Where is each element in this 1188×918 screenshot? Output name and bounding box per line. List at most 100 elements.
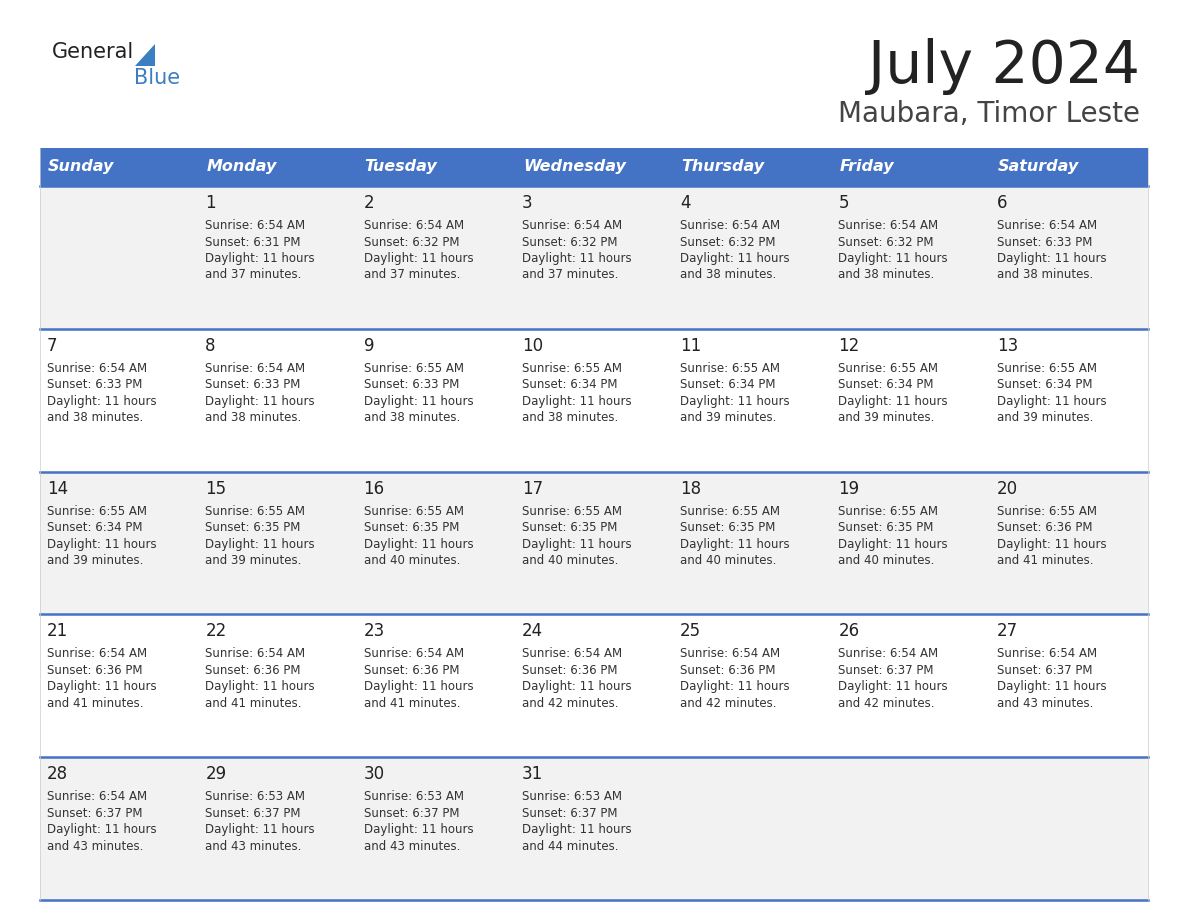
Text: Daylight: 11 hours: Daylight: 11 hours [206, 680, 315, 693]
Text: and 37 minutes.: and 37 minutes. [364, 268, 460, 282]
Bar [514, 329, 674, 472]
Bar [198, 757, 356, 900]
Text: Daylight: 11 hours: Daylight: 11 hours [839, 538, 948, 551]
Bar [356, 186, 514, 329]
Text: Tuesday: Tuesday [365, 160, 437, 174]
Text: and 38 minutes.: and 38 minutes. [997, 268, 1093, 282]
Text: Sunrise: 6:55 AM: Sunrise: 6:55 AM [364, 362, 463, 375]
Text: and 40 minutes.: and 40 minutes. [839, 554, 935, 567]
Text: Sunrise: 6:54 AM: Sunrise: 6:54 AM [997, 647, 1097, 660]
Text: Sunset: 6:35 PM: Sunset: 6:35 PM [681, 521, 776, 534]
Bar [832, 757, 990, 900]
Text: Daylight: 11 hours: Daylight: 11 hours [522, 823, 632, 836]
Text: Sunrise: 6:54 AM: Sunrise: 6:54 AM [522, 647, 623, 660]
Text: and 42 minutes.: and 42 minutes. [522, 697, 619, 710]
Text: Daylight: 11 hours: Daylight: 11 hours [997, 252, 1106, 265]
Text: Daylight: 11 hours: Daylight: 11 hours [522, 538, 632, 551]
Text: Sunset: 6:37 PM: Sunset: 6:37 PM [206, 807, 301, 820]
Text: Daylight: 11 hours: Daylight: 11 hours [48, 395, 157, 408]
Text: Sunrise: 6:54 AM: Sunrise: 6:54 AM [681, 219, 781, 232]
Text: Sunrise: 6:54 AM: Sunrise: 6:54 AM [48, 647, 147, 660]
Text: Daylight: 11 hours: Daylight: 11 hours [364, 252, 473, 265]
Text: and 43 minutes.: and 43 minutes. [48, 840, 144, 853]
Text: Sunset: 6:34 PM: Sunset: 6:34 PM [997, 378, 1092, 391]
Text: 30: 30 [364, 766, 385, 783]
Bar [198, 614, 356, 757]
Text: and 41 minutes.: and 41 minutes. [48, 697, 144, 710]
Text: 12: 12 [839, 337, 860, 354]
Text: Monday: Monday [207, 160, 277, 174]
Text: Daylight: 11 hours: Daylight: 11 hours [997, 395, 1106, 408]
Bar [990, 472, 1148, 614]
Text: Daylight: 11 hours: Daylight: 11 hours [206, 252, 315, 265]
Text: Sunset: 6:35 PM: Sunset: 6:35 PM [522, 521, 618, 534]
Text: and 39 minutes.: and 39 minutes. [997, 411, 1093, 424]
Bar [198, 186, 356, 329]
Bar [990, 148, 1148, 186]
Text: 17: 17 [522, 479, 543, 498]
Text: and 40 minutes.: and 40 minutes. [522, 554, 618, 567]
Bar [356, 472, 514, 614]
Text: Daylight: 11 hours: Daylight: 11 hours [839, 680, 948, 693]
Bar [832, 186, 990, 329]
Text: Daylight: 11 hours: Daylight: 11 hours [364, 680, 473, 693]
Text: Sunrise: 6:55 AM: Sunrise: 6:55 AM [839, 362, 939, 375]
Text: 1: 1 [206, 194, 216, 212]
Text: July 2024: July 2024 [868, 38, 1140, 95]
Text: Sunrise: 6:54 AM: Sunrise: 6:54 AM [48, 790, 147, 803]
Text: Daylight: 11 hours: Daylight: 11 hours [364, 395, 473, 408]
Text: Sunrise: 6:54 AM: Sunrise: 6:54 AM [206, 219, 305, 232]
Text: Daylight: 11 hours: Daylight: 11 hours [206, 395, 315, 408]
Text: 2: 2 [364, 194, 374, 212]
Bar [674, 614, 832, 757]
Text: Daylight: 11 hours: Daylight: 11 hours [997, 680, 1106, 693]
Text: Sunset: 6:35 PM: Sunset: 6:35 PM [206, 521, 301, 534]
Text: Sunrise: 6:54 AM: Sunrise: 6:54 AM [997, 219, 1097, 232]
Bar [990, 329, 1148, 472]
Text: Sunset: 6:32 PM: Sunset: 6:32 PM [839, 236, 934, 249]
Bar [674, 186, 832, 329]
Text: Sunrise: 6:55 AM: Sunrise: 6:55 AM [522, 362, 621, 375]
Text: and 43 minutes.: and 43 minutes. [364, 840, 460, 853]
Text: and 38 minutes.: and 38 minutes. [681, 268, 777, 282]
Text: Wednesday: Wednesday [523, 160, 626, 174]
Text: Daylight: 11 hours: Daylight: 11 hours [839, 252, 948, 265]
Text: Saturday: Saturday [998, 160, 1079, 174]
Text: and 39 minutes.: and 39 minutes. [839, 411, 935, 424]
Bar [832, 148, 990, 186]
Text: 24: 24 [522, 622, 543, 641]
Text: Sunrise: 6:54 AM: Sunrise: 6:54 AM [206, 647, 305, 660]
Text: Sunrise: 6:53 AM: Sunrise: 6:53 AM [364, 790, 463, 803]
Text: Sunset: 6:35 PM: Sunset: 6:35 PM [364, 521, 459, 534]
Polygon shape [135, 44, 154, 66]
Text: 27: 27 [997, 622, 1018, 641]
Text: Sunset: 6:32 PM: Sunset: 6:32 PM [681, 236, 776, 249]
Text: Sunrise: 6:55 AM: Sunrise: 6:55 AM [997, 362, 1097, 375]
Text: 8: 8 [206, 337, 216, 354]
Text: Maubara, Timor Leste: Maubara, Timor Leste [838, 100, 1140, 128]
Text: Sunset: 6:36 PM: Sunset: 6:36 PM [522, 664, 618, 677]
Text: Sunrise: 6:53 AM: Sunrise: 6:53 AM [522, 790, 621, 803]
Text: Sunrise: 6:55 AM: Sunrise: 6:55 AM [364, 505, 463, 518]
Text: Daylight: 11 hours: Daylight: 11 hours [364, 538, 473, 551]
Text: 16: 16 [364, 479, 385, 498]
Text: 9: 9 [364, 337, 374, 354]
Text: Sunrise: 6:55 AM: Sunrise: 6:55 AM [206, 505, 305, 518]
Bar [356, 757, 514, 900]
Text: and 41 minutes.: and 41 minutes. [997, 554, 1093, 567]
Bar [40, 148, 198, 186]
Text: Sunrise: 6:54 AM: Sunrise: 6:54 AM [48, 362, 147, 375]
Text: Thursday: Thursday [681, 160, 764, 174]
Text: Sunset: 6:34 PM: Sunset: 6:34 PM [839, 378, 934, 391]
Text: and 37 minutes.: and 37 minutes. [206, 268, 302, 282]
Text: 11: 11 [681, 337, 701, 354]
Text: Daylight: 11 hours: Daylight: 11 hours [206, 823, 315, 836]
Bar [514, 186, 674, 329]
Text: and 42 minutes.: and 42 minutes. [681, 697, 777, 710]
Text: Daylight: 11 hours: Daylight: 11 hours [48, 538, 157, 551]
Text: Daylight: 11 hours: Daylight: 11 hours [997, 538, 1106, 551]
Bar [198, 329, 356, 472]
Text: and 39 minutes.: and 39 minutes. [48, 554, 144, 567]
Text: Sunset: 6:34 PM: Sunset: 6:34 PM [681, 378, 776, 391]
Text: and 38 minutes.: and 38 minutes. [206, 411, 302, 424]
